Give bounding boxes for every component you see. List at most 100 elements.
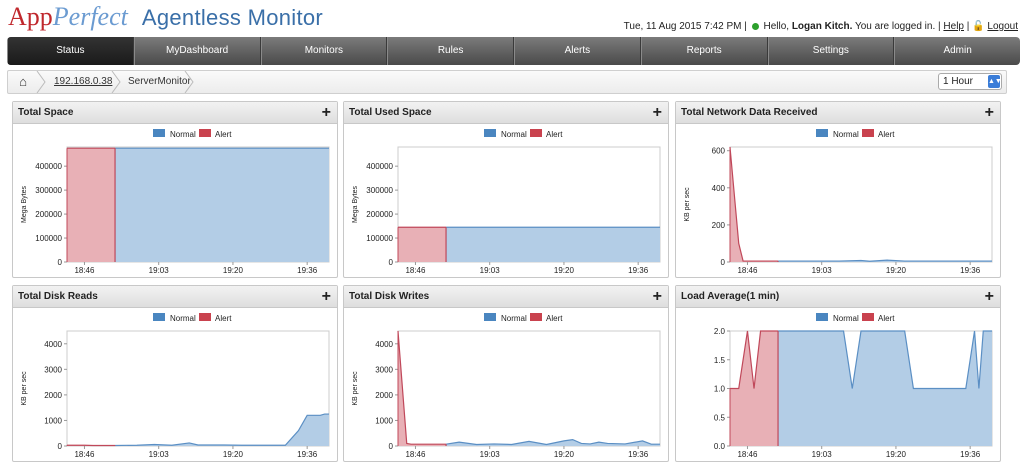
breadcrumb-separator-icon: [184, 71, 194, 93]
x-tick-label: 19:03: [149, 266, 170, 275]
legend-normal-swatch: [153, 313, 165, 321]
app-logo: AppPerfect Agentless Monitor: [8, 2, 323, 32]
current-datetime: Tue, 11 Aug 2015 7:42 PM: [623, 21, 742, 32]
y-axis-label: Mega Bytes: [352, 186, 359, 223]
logout-link[interactable]: Logout: [987, 21, 1018, 32]
status-dot-icon: [751, 22, 759, 30]
y-tick-label: 2000: [375, 391, 393, 400]
x-tick-label: 19:03: [812, 450, 833, 459]
y-tick-label: 100000: [366, 234, 393, 243]
legend-normal-swatch: [484, 313, 496, 321]
normal-area: [115, 148, 330, 262]
y-tick-label: 200000: [35, 210, 62, 219]
chart-svg: Normal Alert 0 1000 2000 3000 4000 18:46 19:03 19…: [352, 313, 661, 459]
x-tick-label: 18:46: [737, 450, 758, 459]
legend-alert-label: Alert: [215, 314, 232, 323]
legend-normal-label: Normal: [170, 130, 196, 139]
chart-panel-header: Total Used Space +: [344, 102, 668, 124]
legend-normal-label: Normal: [170, 314, 196, 323]
legend-normal-label: Normal: [833, 130, 859, 139]
legend-alert-swatch: [199, 129, 211, 137]
legend-alert-label: Alert: [215, 130, 232, 139]
y-tick-label: 200000: [366, 210, 393, 219]
y-tick-label: 1.0: [714, 385, 726, 394]
legend-alert-label: Alert: [546, 130, 563, 139]
y-tick-label: 2.0: [714, 327, 726, 336]
expand-plus-icon[interactable]: +: [321, 104, 331, 121]
legend-normal-swatch: [153, 129, 165, 137]
x-tick-label: 19:36: [628, 266, 649, 275]
tab-rules[interactable]: Rules: [387, 37, 514, 65]
expand-plus-icon[interactable]: +: [652, 288, 662, 305]
hello-text: Hello,: [763, 21, 792, 32]
chart-svg: Normal Alert 0 200 400 600 18:46 19:03 19:20 19:3…: [684, 129, 993, 275]
normal-area: [446, 227, 660, 262]
x-tick-label: 18:46: [737, 266, 758, 275]
x-tick-label: 18:46: [405, 450, 426, 459]
x-tick-label: 19:20: [554, 450, 575, 459]
chart-svg: Normal Alert 0.0 0.5 1.0 1.5 2.0 18:46 19:03 19:2…: [714, 313, 993, 459]
y-axis-label: KB per sec: [21, 371, 28, 406]
expand-plus-icon[interactable]: +: [984, 104, 994, 121]
home-icon[interactable]: ⌂: [19, 74, 27, 89]
chart-svg: Normal Alert 0 100000 200000 300000 400000 18:4…: [352, 129, 661, 275]
x-tick-label: 19:36: [297, 266, 318, 275]
logo-perfect-text: Perfect: [52, 2, 128, 31]
x-tick-label: 19:03: [149, 450, 170, 459]
logged-in-text: You are logged in.: [852, 21, 936, 32]
x-tick-label: 19:36: [960, 266, 981, 275]
y-tick-label: 0: [721, 258, 726, 267]
time-range-select[interactable]: 1 Hour ▲▼: [938, 73, 1002, 90]
legend-alert-swatch: [862, 313, 874, 321]
x-tick-label: 18:46: [405, 266, 426, 275]
breadcrumb-ip-link[interactable]: 192.168.0.38: [54, 76, 113, 87]
normal-area: [778, 331, 992, 446]
help-link[interactable]: Help: [943, 21, 964, 32]
y-tick-label: 1.5: [714, 356, 726, 365]
breadcrumb-separator-icon: [36, 71, 46, 93]
chart-title: Total Space: [18, 107, 74, 118]
chart-panel-header: Total Disk Reads +: [13, 286, 337, 308]
normal-series-line: [778, 330, 992, 390]
tab-monitors[interactable]: Monitors: [260, 37, 388, 65]
app-header: AppPerfect Agentless Monitor Tue, 11 Aug …: [0, 0, 1024, 36]
tab-alerts[interactable]: Alerts: [514, 37, 641, 65]
legend-normal-label: Normal: [501, 130, 527, 139]
tab-mydashboard[interactable]: MyDashboard: [133, 37, 261, 65]
y-tick-label: 0: [58, 442, 63, 451]
legend-normal-swatch: [484, 129, 496, 137]
expand-plus-icon[interactable]: +: [984, 288, 994, 305]
tab-status[interactable]: Status: [7, 37, 134, 65]
plot-area: [397, 330, 661, 447]
chart-title: Total Disk Reads: [18, 291, 98, 302]
normal-series-line: [778, 259, 992, 262]
breadcrumb-separator-icon: [111, 71, 121, 93]
expand-plus-icon[interactable]: +: [652, 104, 662, 121]
legend-alert-label: Alert: [878, 314, 895, 323]
y-tick-label: 0.0: [714, 442, 726, 451]
expand-plus-icon[interactable]: +: [321, 288, 331, 305]
y-tick-label: 1000: [44, 416, 62, 425]
x-tick-label: 19:36: [960, 450, 981, 459]
chart-svg: Normal Alert 0 100000 200000 300000 400000 18:4…: [21, 129, 330, 275]
legend-normal-swatch: [816, 313, 828, 321]
chart-panel: Total Disk Writes + Normal Alert 0 1000 2000 30…: [343, 285, 669, 462]
x-tick-label: 19:20: [886, 450, 907, 459]
x-tick-label: 19:03: [480, 450, 501, 459]
user-bar: Tue, 11 Aug 2015 7:42 PM | Hello, Logan …: [623, 21, 1018, 32]
tab-admin[interactable]: Admin: [894, 37, 1020, 65]
y-tick-label: 200: [712, 221, 726, 230]
alert-area: [730, 147, 779, 262]
chart-panel: Load Average(1 min) + Normal Alert 0.0 0.5 1.0…: [675, 285, 1001, 462]
chart-legend: Normal Alert: [153, 129, 232, 139]
tab-settings[interactable]: Settings: [767, 37, 895, 65]
x-tick-label: 19:20: [223, 266, 244, 275]
tab-reports[interactable]: Reports: [640, 37, 768, 65]
x-tick-label: 19:20: [554, 266, 575, 275]
chart-legend: Normal Alert: [153, 313, 232, 323]
y-tick-label: 2000: [44, 391, 62, 400]
alert-series-line: [397, 330, 447, 445]
breadcrumb-current-page: ServerMonitor: [128, 76, 191, 87]
alert-series-line: [730, 330, 779, 390]
chart-svg: Normal Alert 0 1000 2000 3000 4000 18:46 19:03 19…: [21, 313, 330, 459]
